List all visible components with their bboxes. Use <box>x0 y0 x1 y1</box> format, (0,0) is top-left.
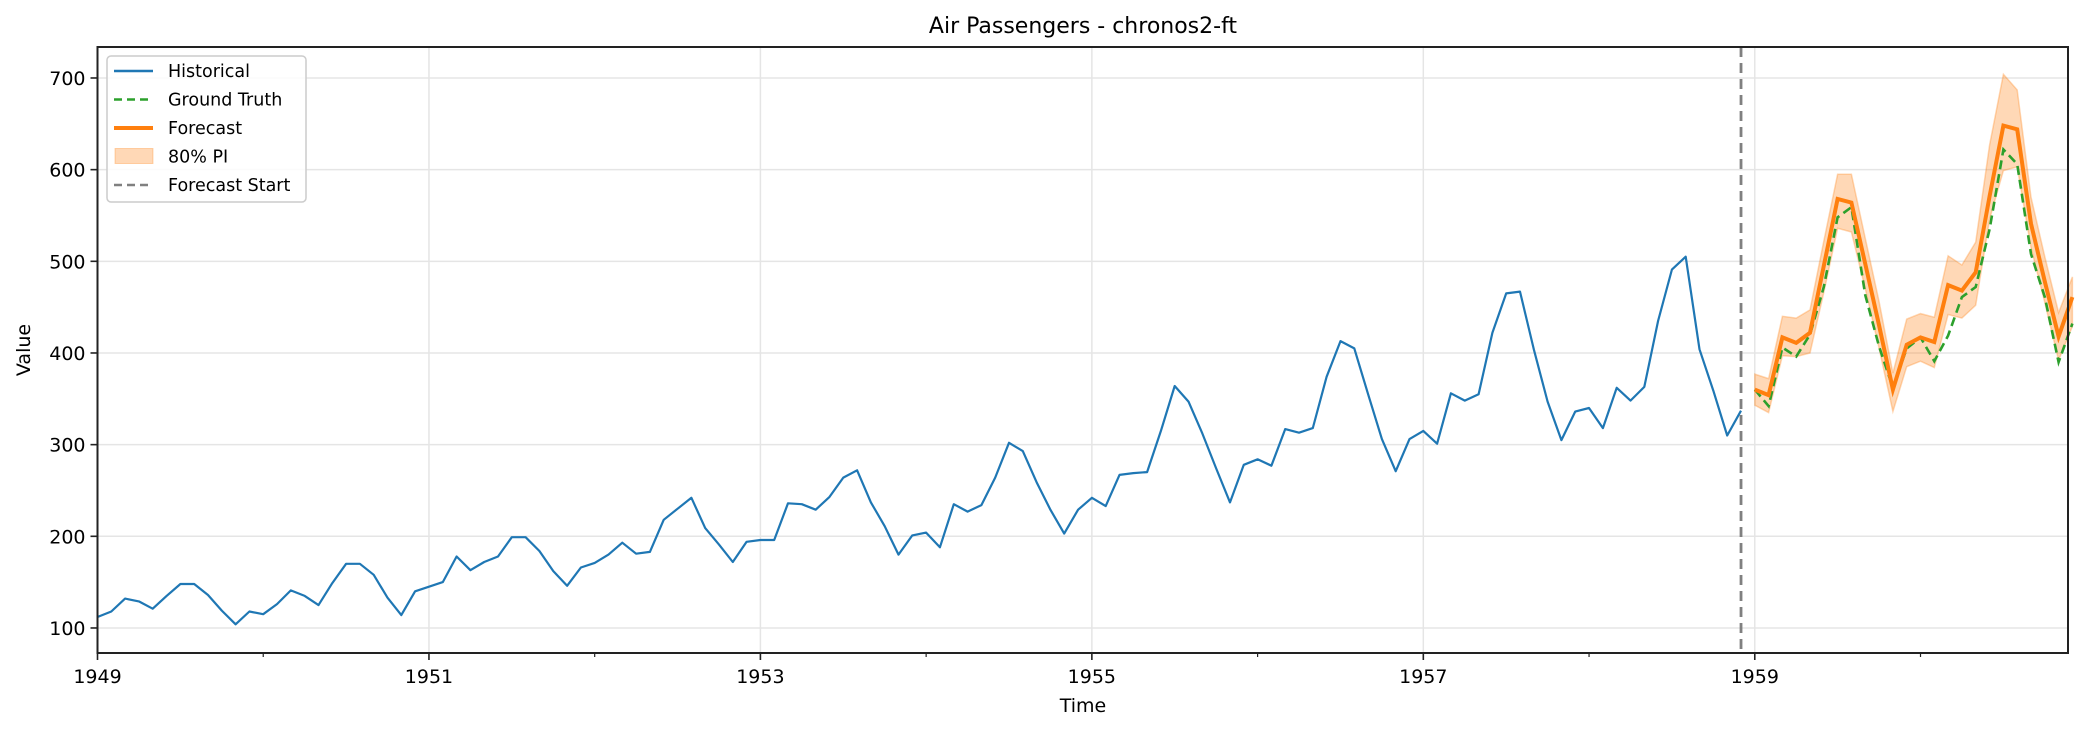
plot-background <box>97 47 2068 653</box>
x-tick-label: 1959 <box>1731 666 1779 688</box>
legend-label: Forecast <box>168 119 242 139</box>
legend-label: 80% PI <box>168 148 228 168</box>
x-tick-label: 1951 <box>405 666 453 688</box>
y-tick-label: 300 <box>49 435 85 457</box>
legend-frame <box>106 55 307 203</box>
x-tick-label: 1957 <box>1399 666 1447 688</box>
y-tick-label: 500 <box>49 251 85 273</box>
y-tick-label: 600 <box>49 160 85 182</box>
x-tick-label: 1953 <box>736 666 784 688</box>
y-tick-label: 200 <box>49 526 85 548</box>
axes-frame <box>96 46 2069 654</box>
y-tick-label: 400 <box>49 343 85 365</box>
legend-item-forecast-start: Forecast Start <box>114 176 291 196</box>
historical-line <box>97 255 1742 626</box>
chart-title: Air Passengers - chronos2-ft <box>929 14 1238 39</box>
x-tick-label: 1949 <box>73 666 121 688</box>
y-axis-label: Value <box>13 324 35 376</box>
legend-label: Historical <box>168 62 250 82</box>
x-tick-label: 1955 <box>1068 666 1116 688</box>
y-tick-label: 700 <box>49 68 85 90</box>
grid-lines <box>96 47 2068 653</box>
pi-legend-swatch <box>114 148 154 164</box>
x-axis-label: Time <box>1059 695 1107 717</box>
plot-area <box>96 47 2075 653</box>
legend-label: Forecast Start <box>168 176 291 196</box>
legend-item-80-pi: 80% PI <box>114 148 228 168</box>
legend-item-forecast: Forecast <box>114 119 242 139</box>
x-axis-ticks: 1949 1951 1953 1955 1957 1959 <box>73 653 1922 688</box>
legend-item-ground-truth: Ground Truth <box>114 91 282 111</box>
forecast-line <box>1754 123 2075 398</box>
legend-label: Ground Truth <box>168 91 282 111</box>
legend-item-historical: Historical <box>114 62 250 82</box>
y-axis-ticks: 100 200 300 400 500 600 700 <box>49 68 98 640</box>
legend: Historical Ground Truth Forecast 80% PI … <box>106 55 307 203</box>
y-tick-label: 100 <box>49 618 85 640</box>
